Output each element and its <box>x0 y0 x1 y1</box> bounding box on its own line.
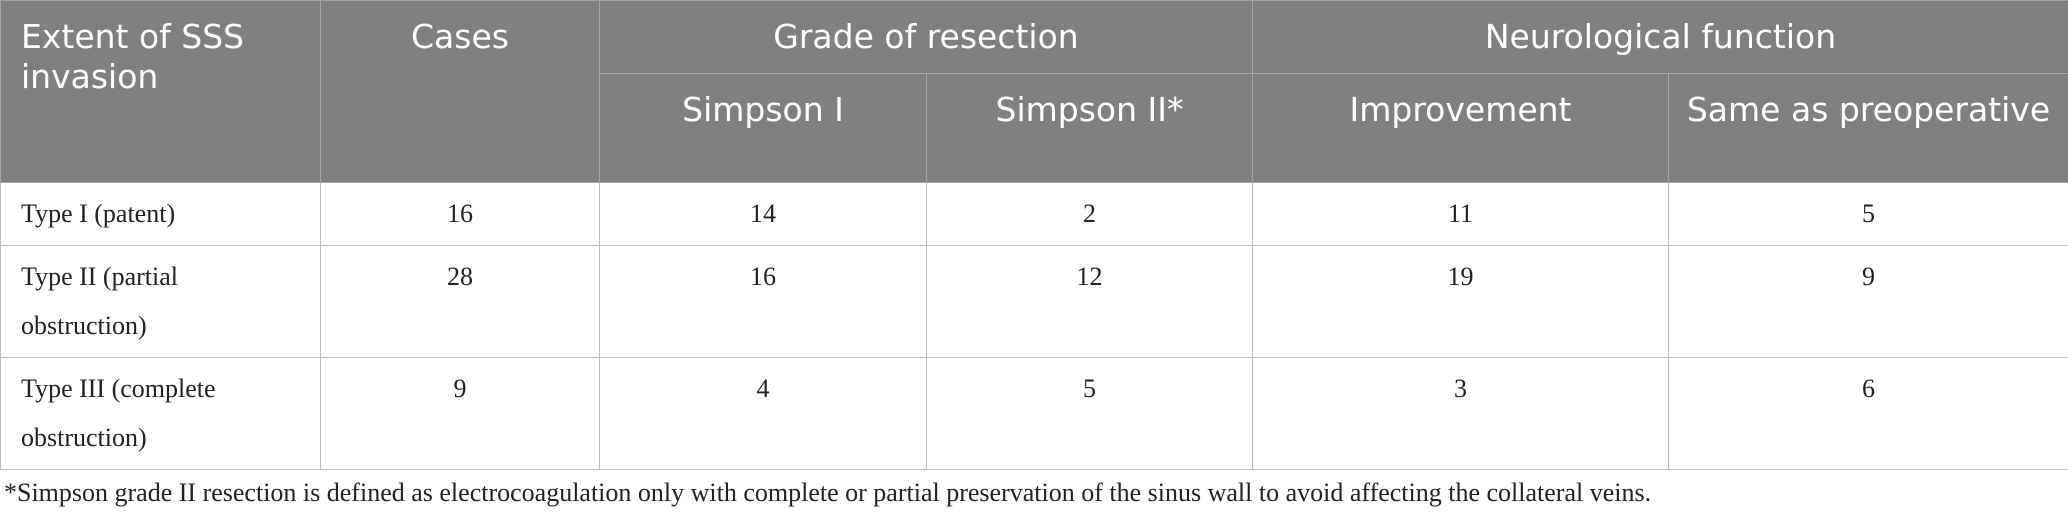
cell: 16 <box>599 245 927 358</box>
cell: 6 <box>1668 357 2068 470</box>
cell: 2 <box>926 182 1253 246</box>
cell: 16 <box>320 182 600 246</box>
row-label: Type III (complete obstruction) <box>0 357 321 470</box>
cell: 3 <box>1252 357 1669 470</box>
cell: 5 <box>1668 182 2068 246</box>
cell: 28 <box>320 245 600 358</box>
header-row: Simpson I Simpson II* Improvement Same a… <box>1 73 2068 183</box>
header-cell: Neurological function <box>1252 0 2068 74</box>
row-label: Type II (partial obstruction) <box>0 245 321 358</box>
footnote: *Simpson grade II resection is defined a… <box>4 478 1652 507</box>
cell: 12 <box>926 245 1253 358</box>
cell: 19 <box>1252 245 1669 358</box>
data-table: Extent of SSS invasion Cases Grade of re… <box>0 0 2068 470</box>
row-label: Type I (patent) <box>0 182 321 246</box>
header-cell: Improvement <box>1252 73 1669 183</box>
table-row: Type II (partial obstruction) 28 16 12 19 9 <box>0 245 2068 358</box>
header-cell: Simpson I <box>599 73 927 183</box>
cell: 9 <box>320 357 600 470</box>
cell: 5 <box>926 357 1253 470</box>
header-cell: Extent of SSS invasion <box>0 0 321 183</box>
header-cell: Grade of resection <box>599 0 1253 74</box>
cell: 9 <box>1668 245 2068 358</box>
table-body: Type I (patent) 16 14 2 11 5 Type II (partial … <box>0 182 2068 470</box>
header-row: Extent of SSS invasion Cases Grade of re… <box>0 0 2068 183</box>
header-cell: Cases <box>320 0 600 183</box>
header-cell: Same as preoperative <box>1668 73 2068 183</box>
header-cell: Simpson II* <box>926 73 1253 183</box>
table-row: Type I (patent) 16 14 2 11 5 <box>0 182 2068 246</box>
cell: 14 <box>599 182 927 246</box>
table-row: Type III (complete obstruction) 9 4 5 3 6 <box>0 357 2068 470</box>
cell: 11 <box>1252 182 1669 246</box>
cell: 4 <box>599 357 927 470</box>
